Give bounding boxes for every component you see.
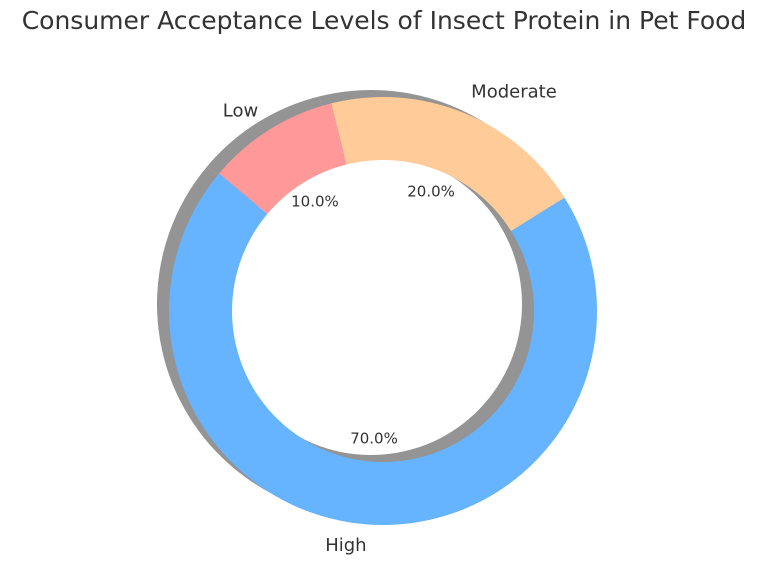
donut-labels: High 70.0% Moderate 20.0% Low 10.0%	[223, 82, 557, 556]
donut-slices	[168, 97, 597, 525]
percent-label-low: 10.0%	[291, 193, 339, 211]
chart-title: Consumer Acceptance Levels of Insect Pro…	[21, 6, 747, 35]
category-label-moderate: Moderate	[471, 82, 557, 103]
category-label-high: High	[325, 535, 366, 556]
slice-moderate	[331, 97, 565, 231]
percent-label-high: 70.0%	[350, 430, 398, 448]
percent-label-moderate: 20.0%	[407, 182, 455, 200]
slice-high	[168, 173, 597, 525]
category-label-low: Low	[223, 100, 258, 121]
slice-low	[219, 103, 347, 214]
